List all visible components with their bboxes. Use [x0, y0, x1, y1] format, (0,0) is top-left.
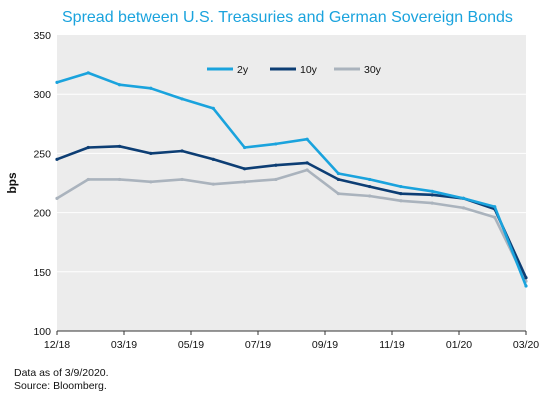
data-point-30y: [243, 180, 247, 184]
data-point-10y: [305, 161, 309, 165]
legend-label-2y: 2y: [237, 64, 249, 76]
x-tick-label: 03/19: [111, 339, 137, 351]
y-tick-label: 100: [33, 326, 51, 338]
data-point-2y: [274, 142, 278, 146]
data-point-10y: [86, 145, 90, 150]
data-point-30y: [86, 177, 90, 182]
grid-lines: [57, 93, 526, 273]
data-point-10y: [117, 144, 122, 148]
data-point-10y: [368, 184, 372, 189]
data-point-30y: [117, 177, 122, 182]
x-tick-label: 07/19: [245, 339, 271, 351]
data-point-2y: [211, 106, 215, 111]
data-point-10y: [180, 149, 184, 153]
data-point-2y: [180, 97, 184, 101]
data-point-10y: [430, 193, 434, 197]
y-tick-labels: 100 150 200 250 300 350: [33, 30, 51, 338]
series-line-30y: [56, 168, 528, 282]
data-point-2y: [55, 80, 59, 84]
data-point-2y: [305, 137, 309, 141]
x-tick-label: 05/19: [178, 339, 204, 351]
data-point-30y: [305, 168, 309, 172]
data-point-2y: [399, 184, 403, 189]
data-point-2y: [243, 145, 247, 150]
x-tick-label: 01/20: [446, 339, 472, 351]
y-tick-label: 350: [33, 30, 51, 42]
data-point-10y: [149, 151, 153, 155]
y-tick-label: 300: [33, 89, 51, 101]
data-point-2y: [336, 171, 340, 176]
data-point-30y: [55, 196, 59, 200]
data-point-2y: [430, 189, 434, 193]
data-point-30y: [493, 215, 497, 219]
x-tick-label: 03/20: [513, 339, 539, 351]
data-point-2y: [86, 71, 90, 75]
data-point-10y: [524, 276, 528, 280]
data-point-10y: [211, 157, 215, 161]
x-tick-label: 09/19: [312, 339, 338, 351]
data-point-10y: [243, 167, 247, 171]
source-note: Source: Bloomberg.: [14, 380, 107, 392]
data-point-30y: [461, 206, 466, 210]
data-point-2y: [524, 284, 528, 288]
data-point-30y: [211, 182, 215, 186]
plot-area: [57, 35, 526, 331]
legend: 2y 10y 30y: [207, 64, 382, 76]
chart-title: Spread between U.S. Treasuries and Germa…: [62, 9, 513, 26]
data-point-30y: [336, 192, 340, 196]
data-point-30y: [399, 199, 403, 203]
data-point-10y: [55, 157, 59, 161]
x-tick-label: 12/18: [44, 339, 70, 351]
series-lines: [55, 71, 528, 288]
series-line-2y: [56, 71, 528, 287]
x-tick-label: 11/19: [379, 339, 405, 351]
data-point-2y: [117, 83, 122, 87]
data-point-30y: [180, 177, 184, 182]
legend-label-10y: 10y: [300, 64, 318, 76]
data-point-10y: [336, 177, 340, 182]
data-date-note: Data as of 3/9/2020.: [14, 367, 109, 379]
data-point-30y: [368, 194, 372, 198]
data-point-30y: [149, 180, 153, 184]
x-tick-labels: 12/18 03/19 05/19 07/19 09/19 11/19 01/20 03/20: [44, 330, 539, 351]
y-tick-label: 200: [33, 208, 51, 220]
y-axis-label: bps: [5, 172, 19, 194]
data-point-30y: [274, 177, 278, 182]
data-point-2y: [149, 86, 153, 90]
data-point-30y: [430, 201, 434, 205]
y-tick-label: 250: [33, 148, 51, 160]
data-point-2y: [461, 196, 466, 200]
series-line-10y: [56, 145, 528, 279]
data-point-10y: [274, 163, 278, 167]
legend-label-30y: 30y: [364, 64, 382, 76]
y-tick-label: 150: [33, 267, 51, 279]
data-point-2y: [493, 205, 497, 209]
data-point-2y: [368, 177, 372, 182]
data-point-10y: [399, 192, 403, 196]
